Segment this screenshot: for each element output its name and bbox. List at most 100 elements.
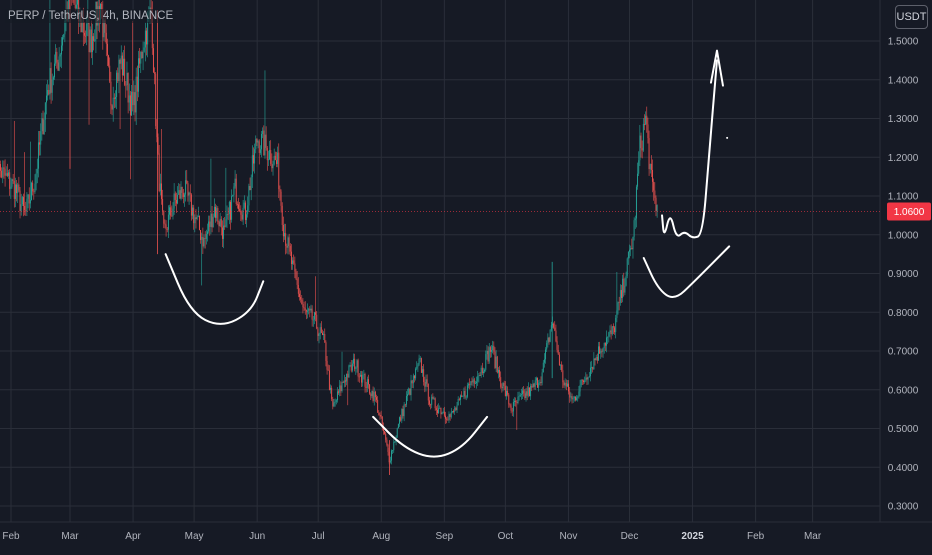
candle-body xyxy=(217,208,219,222)
candle-body xyxy=(152,48,154,73)
candle-body xyxy=(358,376,360,378)
candle-body xyxy=(295,271,297,279)
candle-body xyxy=(392,450,394,451)
candle-body xyxy=(289,245,291,252)
candle-body xyxy=(299,293,300,297)
y-tick-label: 1.1000 xyxy=(888,192,919,203)
candle-body xyxy=(17,184,19,194)
candle-body xyxy=(33,191,35,193)
candle-body xyxy=(189,192,191,195)
candle-body xyxy=(457,399,459,406)
candle-body xyxy=(111,105,113,110)
candle-body xyxy=(450,411,452,418)
candle-body xyxy=(250,177,252,191)
candle-body xyxy=(108,55,110,66)
candle-body xyxy=(523,390,525,394)
candle-body xyxy=(609,330,611,333)
candle-body xyxy=(341,382,343,391)
candle-body xyxy=(124,58,126,85)
candle-body xyxy=(339,385,341,393)
candle-body xyxy=(526,391,528,396)
candle-body xyxy=(504,386,506,397)
candle-body xyxy=(369,384,371,394)
candle-body xyxy=(39,142,41,145)
candle-body xyxy=(293,260,295,264)
candle-body xyxy=(166,229,168,230)
candle-body xyxy=(637,173,639,187)
candle-body xyxy=(249,186,251,191)
candle-body xyxy=(527,387,529,396)
candle-body xyxy=(385,433,387,440)
candle-body xyxy=(134,92,136,113)
candle-body xyxy=(623,278,625,293)
candle-body xyxy=(410,380,412,395)
candle-body xyxy=(534,380,536,387)
candle-body xyxy=(638,160,640,174)
x-tick-label: Feb xyxy=(2,531,20,542)
candle-body xyxy=(2,167,4,178)
candle-body xyxy=(465,396,467,398)
candle-body xyxy=(259,149,261,153)
candle-body xyxy=(18,184,20,191)
candle-body xyxy=(405,396,407,405)
candle-body xyxy=(435,408,437,411)
candle-body xyxy=(16,184,18,194)
candle-body xyxy=(610,330,612,335)
candle-body xyxy=(179,190,181,199)
candle-body xyxy=(488,347,490,362)
candle-body xyxy=(210,213,212,227)
candle-body xyxy=(404,404,406,406)
candle-body xyxy=(263,130,265,156)
candle-body xyxy=(458,399,460,400)
candle-body xyxy=(266,147,268,161)
candle-body xyxy=(629,249,630,252)
candle-body xyxy=(386,439,388,445)
candle-body xyxy=(581,379,583,381)
candle-body xyxy=(12,179,14,181)
candle-body xyxy=(430,404,432,406)
candle-body xyxy=(361,374,363,383)
candle-body xyxy=(374,391,376,398)
candle-body xyxy=(320,327,322,333)
candle-body xyxy=(20,204,22,211)
candle-body xyxy=(105,32,107,44)
candle-body xyxy=(19,190,21,211)
candle-body xyxy=(532,383,534,388)
candle-body xyxy=(224,225,226,227)
candle-body xyxy=(85,35,87,37)
candle-body xyxy=(161,183,162,199)
candle-body xyxy=(93,36,95,41)
candle-body xyxy=(600,350,602,354)
candle-body xyxy=(106,43,108,56)
candle-body xyxy=(492,345,494,351)
candle-body xyxy=(209,221,211,227)
candle-body xyxy=(530,385,532,397)
candle-body xyxy=(227,213,229,215)
currency-button[interactable]: USDT xyxy=(895,5,928,29)
candle-body xyxy=(481,367,483,374)
candle-body xyxy=(307,310,308,312)
candle-body xyxy=(195,217,197,219)
candle-body xyxy=(599,346,601,354)
candle-body xyxy=(162,198,164,211)
candle-body xyxy=(196,216,198,219)
candle-body xyxy=(542,362,544,373)
candle-body xyxy=(243,202,245,208)
candle-body xyxy=(10,186,12,189)
candle-body xyxy=(619,290,621,303)
candle-body xyxy=(579,385,581,392)
candle-body xyxy=(131,91,133,116)
candle-body xyxy=(238,204,239,209)
candle-body xyxy=(218,221,220,227)
candle-body xyxy=(487,350,489,362)
candle-body xyxy=(550,325,552,330)
candle-body xyxy=(216,208,218,218)
candle-body xyxy=(27,194,29,199)
candle-body xyxy=(349,364,351,366)
candle-body xyxy=(23,197,24,207)
candle-body xyxy=(412,375,414,384)
candle-body xyxy=(549,329,551,342)
candle-body xyxy=(595,356,597,361)
